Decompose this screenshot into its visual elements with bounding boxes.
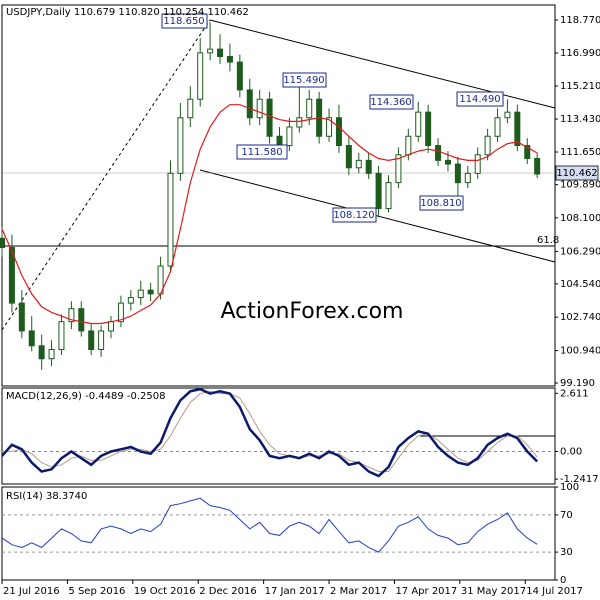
y-tick-label: 30 <box>560 547 573 558</box>
x-tick-label: 19 Oct 2016 <box>134 586 196 597</box>
price-frame <box>2 5 555 386</box>
y-tick-label: 108.100 <box>560 213 600 224</box>
y-tick-label: 100 <box>560 482 579 493</box>
rsi-title: RSI(14) 38.3740 <box>6 491 87 502</box>
candle-body <box>0 238 5 247</box>
candle-body <box>59 322 64 350</box>
candle-body <box>505 112 510 118</box>
candle-body <box>426 112 431 145</box>
candle-body <box>475 155 480 174</box>
y-tick-label: 118.770 <box>560 15 600 26</box>
x-tick-label: 14 Jul 2017 <box>526 586 583 597</box>
candle-body <box>455 164 460 183</box>
y-tick-label: 116.990 <box>560 48 600 59</box>
candle-body <box>436 146 441 161</box>
y-tick-label: 109.890 <box>560 180 600 191</box>
candle-body <box>109 322 114 331</box>
y-tick-label: 0.00 <box>560 446 582 457</box>
candle-body <box>336 118 341 146</box>
x-tick-label: 31 May 2017 <box>461 586 526 597</box>
candle-body <box>297 118 302 127</box>
candle-body <box>515 112 520 145</box>
candle-body <box>89 331 94 350</box>
chart: ActionForex.com 118.770 116.990 115.210 113… <box>0 0 600 600</box>
rsi-line <box>2 498 537 552</box>
candle-body <box>237 62 242 90</box>
current-price: 110.462 <box>556 168 597 179</box>
annotations: 118.650 115.490 111.580 114.360 108.120 … <box>162 14 598 246</box>
x-tick-label: 5 Sep 2016 <box>68 586 125 597</box>
candle-body <box>227 57 232 63</box>
y-tick-label: 102.740 <box>560 312 600 323</box>
candle-body <box>208 49 213 53</box>
candle-body <box>99 331 104 350</box>
x-tick-label: 2 Mar 2017 <box>330 586 387 597</box>
price-label: 115.490 <box>283 75 324 86</box>
candle-body <box>49 349 54 358</box>
candle-body <box>29 331 34 346</box>
y-tick-label: 106.290 <box>560 246 600 257</box>
price-label: 108.810 <box>420 198 461 209</box>
candle-body <box>406 136 411 155</box>
candle-body <box>247 90 252 118</box>
y-tick-label: 115.210 <box>560 81 600 92</box>
candle-body <box>277 136 282 145</box>
candle-body <box>356 160 361 167</box>
candle-body <box>287 127 292 146</box>
candle-body <box>257 99 262 118</box>
y-tick-label: 2.611 <box>560 388 589 399</box>
candle-body <box>495 118 500 137</box>
y-tick-label: 100.940 <box>560 346 600 357</box>
candle-body <box>168 173 173 266</box>
fib-line <box>2 20 210 330</box>
y-tick-label: 113.430 <box>560 114 600 125</box>
candle-body <box>535 159 540 175</box>
y-tick-label: 0 <box>560 575 566 586</box>
candle-body <box>19 303 24 331</box>
price-label: 108.120 <box>333 210 374 221</box>
x-tick-label: 17 Jan 2017 <box>265 586 325 597</box>
y-tick-label: 104.540 <box>560 279 600 290</box>
macd-title: MACD(12,26,9) -0.4489 -0.2508 <box>6 391 166 402</box>
macd-line <box>2 389 537 476</box>
candle-body <box>465 173 470 182</box>
candle-body <box>366 160 371 173</box>
fib-label: 61.8 <box>537 235 559 246</box>
x-tick-label: 21 Jul 2016 <box>3 586 60 597</box>
candle-body <box>39 346 44 359</box>
candle-body <box>267 99 272 136</box>
watermark: ActionForex.com <box>221 299 404 324</box>
candle-body <box>148 290 153 294</box>
candle-body <box>307 99 312 118</box>
candle-body <box>79 309 84 331</box>
y-tick-label: 111.650 <box>560 147 600 158</box>
candle-body <box>188 99 193 118</box>
candle-body <box>346 146 351 168</box>
candle-body <box>198 53 203 99</box>
candle-body <box>386 183 391 209</box>
x-tick-label: 2 Dec 2016 <box>199 586 257 597</box>
price-label: 114.360 <box>370 97 411 108</box>
price-title: USDJPY,Daily 110.679 110.820 110.254 110… <box>6 7 249 18</box>
price-label: 114.490 <box>459 94 500 105</box>
x-tick-label: 17 Apr 2017 <box>395 586 457 597</box>
candle-body <box>128 298 133 304</box>
candle-body <box>138 290 143 297</box>
candle-body <box>485 136 490 155</box>
candle-body <box>416 112 421 136</box>
candle-body <box>376 173 381 208</box>
y-tick-label: 70 <box>560 510 573 521</box>
candle-body <box>178 118 183 174</box>
candle-body <box>445 160 450 164</box>
price-label: 111.580 <box>241 147 282 158</box>
candle-body <box>218 49 223 56</box>
